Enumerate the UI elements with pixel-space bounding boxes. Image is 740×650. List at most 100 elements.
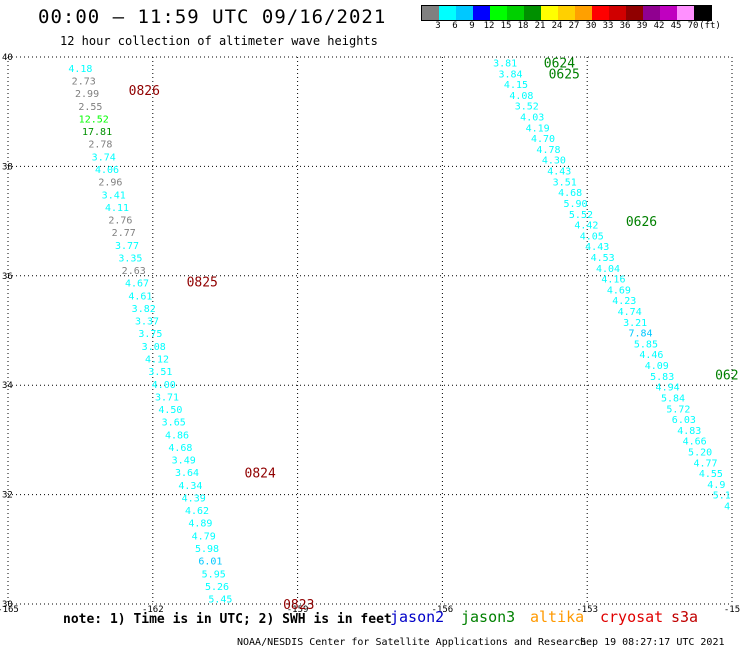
color-swatch bbox=[643, 6, 660, 20]
swh-value: 4.68 bbox=[558, 188, 582, 199]
color-swatch bbox=[575, 6, 592, 20]
swh-value: 4.42 bbox=[574, 221, 598, 232]
color-scale-label: 18 bbox=[517, 21, 529, 31]
x-tick-label: -159 bbox=[287, 605, 309, 615]
swh-value: 3.77 bbox=[115, 241, 139, 252]
swh-value: 5.90 bbox=[563, 199, 587, 210]
color-scale-label: 33 bbox=[602, 21, 614, 31]
color-swatch bbox=[422, 6, 439, 20]
swh-value: 4.11 bbox=[105, 203, 129, 214]
axis-ticks: -165 -162 -159 -156 -153 -15 30 32 34 36 38 40 bbox=[0, 53, 740, 615]
page-title: 00:00 – 11:59 UTC 09/16/2021 bbox=[38, 6, 387, 28]
legend-item-cryosat: cryosat bbox=[600, 608, 664, 626]
color-swatch bbox=[473, 6, 490, 20]
swh-value: 4.16 bbox=[601, 275, 625, 286]
color-scale-label: 9 bbox=[469, 21, 475, 31]
swh-value: 3.65 bbox=[162, 418, 186, 429]
legend-item-s3a: s3a bbox=[671, 608, 699, 626]
swh-value: 4.04 bbox=[596, 264, 620, 275]
swh-value: 2.77 bbox=[112, 228, 136, 239]
swh-value: 4.62 bbox=[185, 506, 209, 517]
color-swatch bbox=[524, 6, 541, 20]
swh-value: 5.98 bbox=[195, 544, 219, 555]
pass-label: 0825 bbox=[187, 275, 218, 290]
swh-value: 4.03 bbox=[520, 113, 544, 124]
swh-value: 5.83 bbox=[650, 372, 674, 383]
pass-label: 062 bbox=[715, 368, 738, 383]
color-swatch bbox=[541, 6, 558, 20]
swh-value: 4.00 bbox=[152, 380, 176, 391]
swh-value: 2.99 bbox=[75, 89, 99, 100]
swh-value: 4.83 bbox=[677, 426, 701, 437]
x-tick-label: -153 bbox=[576, 605, 598, 615]
x-tick-label: -156 bbox=[432, 605, 454, 615]
swh-value: 2.76 bbox=[108, 216, 132, 227]
swh-value: 4 bbox=[724, 502, 730, 513]
swh-value: 4.79 bbox=[192, 531, 216, 542]
page-subtitle: 12 hour collection of altimeter wave hei… bbox=[60, 34, 378, 48]
swh-value: 3.41 bbox=[102, 190, 126, 201]
color-swatch bbox=[439, 6, 456, 20]
color-scale-label: 42 bbox=[653, 21, 665, 31]
swh-value: 4.68 bbox=[168, 443, 192, 454]
swh-value: 5.52 bbox=[569, 210, 593, 221]
swh-value: 2.55 bbox=[78, 102, 102, 113]
pass-label: 0625 bbox=[549, 67, 580, 82]
swh-value: 3.49 bbox=[172, 456, 196, 467]
swh-value: 4.70 bbox=[531, 134, 555, 145]
swh-value: 3.75 bbox=[138, 329, 162, 340]
swh-value: 5.1 bbox=[713, 491, 731, 502]
color-scale-label: 36 bbox=[619, 21, 631, 31]
swh-value: 4.43 bbox=[547, 167, 571, 178]
swh-value: 4.23 bbox=[612, 296, 636, 307]
swh-value: 2.73 bbox=[72, 77, 96, 88]
color-swatch bbox=[456, 6, 473, 20]
color-scale-label: 39 bbox=[636, 21, 648, 31]
swh-value: 3.37 bbox=[135, 317, 159, 328]
swh-value: 7.84 bbox=[628, 329, 652, 340]
legend-item-altika: altika bbox=[530, 608, 585, 626]
swh-value: 4.46 bbox=[639, 350, 663, 361]
color-scale-label: 45 bbox=[670, 21, 682, 31]
swh-value: 2.78 bbox=[88, 140, 112, 151]
swh-value: 3.74 bbox=[92, 152, 116, 163]
swh-value: 4.39 bbox=[182, 493, 206, 504]
swh-value: 5.20 bbox=[688, 448, 712, 459]
swh-value: 3.64 bbox=[175, 468, 199, 479]
color-scale-label: (ft) bbox=[699, 21, 721, 31]
color-swatch bbox=[558, 6, 575, 20]
swh-value: 4.9 bbox=[707, 480, 725, 491]
swh-value: 6.03 bbox=[672, 415, 696, 426]
color-swatch bbox=[507, 6, 524, 20]
swh-value: 4.94 bbox=[656, 383, 680, 394]
grid-lines bbox=[7, 56, 733, 605]
swh-value: 4.19 bbox=[526, 123, 550, 134]
pass-label: 0826 bbox=[129, 84, 160, 99]
y-tick-label: 38 bbox=[2, 162, 13, 172]
swh-value: 4.08 bbox=[509, 91, 533, 102]
swh-value: 5.45 bbox=[208, 595, 232, 606]
swh-value: 3.51 bbox=[553, 177, 577, 188]
x-tick-label: -165 bbox=[0, 605, 19, 615]
swh-value: 4.12 bbox=[145, 355, 169, 366]
swh-value: 5.84 bbox=[661, 393, 685, 404]
swh-value: 5.26 bbox=[205, 582, 229, 593]
swh-value: 4.69 bbox=[607, 285, 631, 296]
swh-value: 4.18 bbox=[68, 64, 92, 75]
y-tick-label: 36 bbox=[2, 272, 13, 282]
swh-value: 4.67 bbox=[125, 279, 149, 290]
color-scale-label: 70 bbox=[687, 21, 699, 31]
color-swatch bbox=[660, 6, 677, 20]
pass-label: 0624 bbox=[544, 56, 575, 71]
color-swatch bbox=[694, 6, 711, 20]
swh-value: 4.77 bbox=[693, 458, 717, 469]
color-scale-label: 24 bbox=[551, 21, 563, 31]
swh-value: 3.71 bbox=[155, 392, 179, 403]
swh-value: 4.06 bbox=[95, 165, 119, 176]
legend-item-jason2: jason2 bbox=[390, 608, 445, 626]
y-tick-label: 34 bbox=[2, 381, 13, 391]
swh-value: 3.82 bbox=[132, 304, 156, 315]
swh-value: 4.34 bbox=[178, 481, 202, 492]
